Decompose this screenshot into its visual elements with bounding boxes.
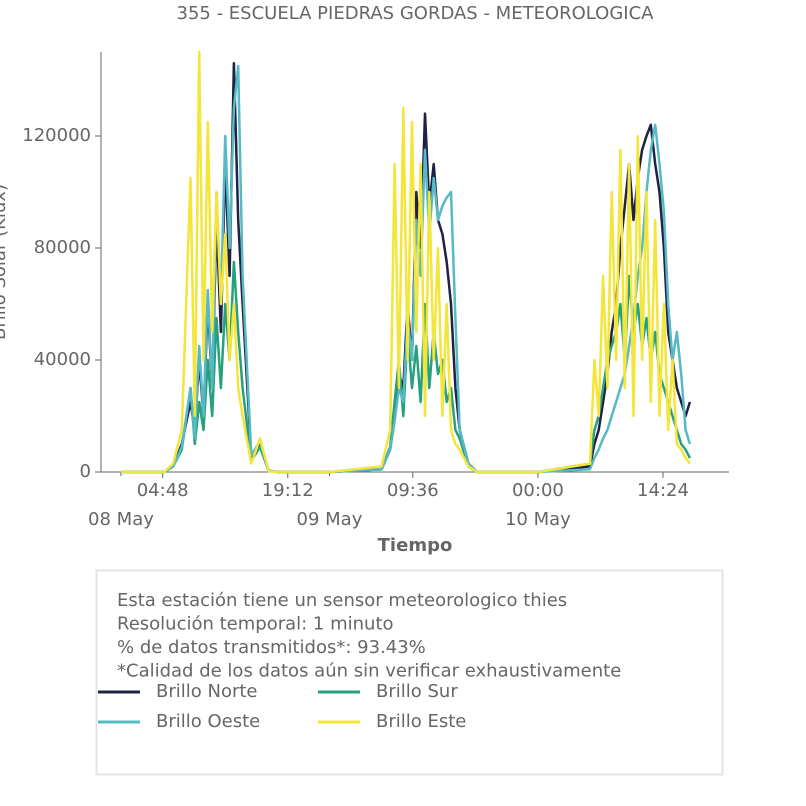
series-line <box>121 61 692 474</box>
legend-label: Brillo Norte <box>156 681 258 702</box>
legend-label: Brillo Oeste <box>156 711 260 732</box>
y-axis-label: Brillo Solar (Klux) <box>0 184 10 340</box>
legend-label: Brillo Sur <box>376 681 458 702</box>
x-tick-label: 09:36 <box>387 480 439 501</box>
info-text: *Calidad de los datos aún sin verificar … <box>117 661 621 682</box>
y-tick-label: 80000 <box>34 237 91 258</box>
info-text: Resolución temporal: 1 minuto <box>117 614 394 635</box>
y-tick-label: 40000 <box>34 349 91 370</box>
x-tick-label: 19:12 <box>262 480 314 501</box>
y-tick-label: 120000 <box>22 125 91 146</box>
info-text: Esta estación tiene un sensor meteorolog… <box>117 590 567 611</box>
legend-label: Brillo Este <box>376 711 466 732</box>
info-box <box>95 569 724 776</box>
chart-title: 355 - ESCUELA PIEDRAS GORDAS - METEOROLO… <box>177 3 655 24</box>
series-line <box>121 50 691 474</box>
x-tick-label: 04:48 <box>137 480 189 501</box>
x-axis-label: Tiempo <box>378 535 453 556</box>
y-tick-label: 0 <box>80 461 91 482</box>
x-day-label: 08 May <box>88 509 154 530</box>
info-text: % de datos transmitidos*: 93.43% <box>117 637 426 658</box>
x-tick-label: 14:24 <box>637 480 689 501</box>
x-tick-label: 00:00 <box>512 480 564 501</box>
x-day-label: 09 May <box>297 509 363 530</box>
x-day-label: 10 May <box>505 509 571 530</box>
